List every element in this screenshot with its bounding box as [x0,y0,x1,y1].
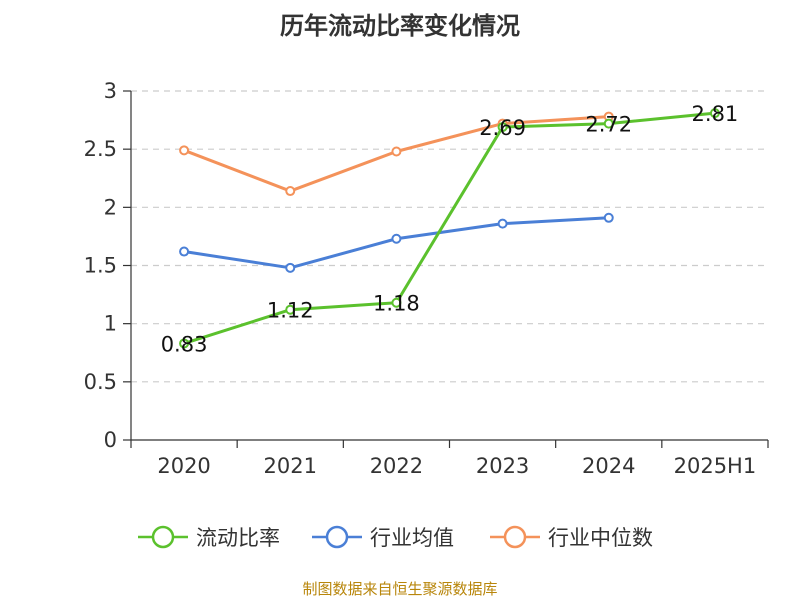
y-tick-label: 2.5 [84,137,117,161]
x-tick-label: 2021 [264,454,317,478]
y-tick-label: 0 [104,428,117,452]
chart-title: 历年流动比率变化情况 [280,12,520,40]
series-2-point-2 [391,146,402,157]
series-1-point-0 [179,246,190,257]
series-lines [179,108,720,349]
data-label-5: 2.81 [692,102,739,126]
x-tick-label: 2022 [370,454,423,478]
data-label-4: 2.72 [585,113,632,137]
legend-item-2[interactable]: 行业中位数 [490,525,653,550]
series-0-point-2 [391,297,402,308]
series-2-point-0 [179,145,190,156]
data-label-3: 2.69 [479,116,526,140]
legend-marker [151,525,175,549]
series-line-0 [183,111,716,345]
series-1-point-2 [391,233,402,244]
series-1-point-4 [603,212,614,223]
axes: 0 0.5 1 1.5 2 2.5 3 2020 2021 2022 2023 2024 2025H1 [84,79,769,478]
data-label-1: 1.12 [267,299,314,323]
legend-marker [503,525,527,549]
series-0-point-4 [603,118,614,129]
grid-lines [131,90,768,383]
data-source-note: 制图数据来自恒生聚源数据库 [302,580,498,598]
series-2-point-1 [285,186,296,197]
series-1-point-1 [285,262,296,273]
legend-marker [325,525,349,549]
y-tick-label: 3 [104,79,117,103]
legend: 流动比率 行业均值 行业中位数 [138,525,653,550]
legend-label: 流动比率 [196,526,280,550]
data-label-2: 1.18 [373,292,420,316]
x-tick-label: 2025H1 [674,454,757,478]
y-tick-label: 1.5 [84,254,117,278]
x-tick-label: 2024 [582,454,635,478]
legend-label: 行业均值 [370,526,454,550]
legend-label: 行业中位数 [548,526,653,550]
data-labels: 0.83 1.12 1.18 2.69 2.72 2.81 [161,102,739,356]
y-tick-label: 2 [104,195,117,219]
series-0-point-3 [497,122,508,133]
legend-item-0[interactable]: 流动比率 [138,525,280,550]
y-tick-label: 1 [104,312,117,336]
y-tick-label: 0.5 [84,370,117,394]
x-tick-label: 2023 [476,454,529,478]
series-0-point-1 [285,304,296,315]
series-0-point-0 [179,338,190,349]
data-label-0: 0.83 [161,332,208,356]
x-tick-label: 2020 [157,454,210,478]
legend-item-1[interactable]: 行业均值 [312,525,454,550]
series-0-point-5 [709,108,720,119]
series-1-point-3 [497,218,508,229]
